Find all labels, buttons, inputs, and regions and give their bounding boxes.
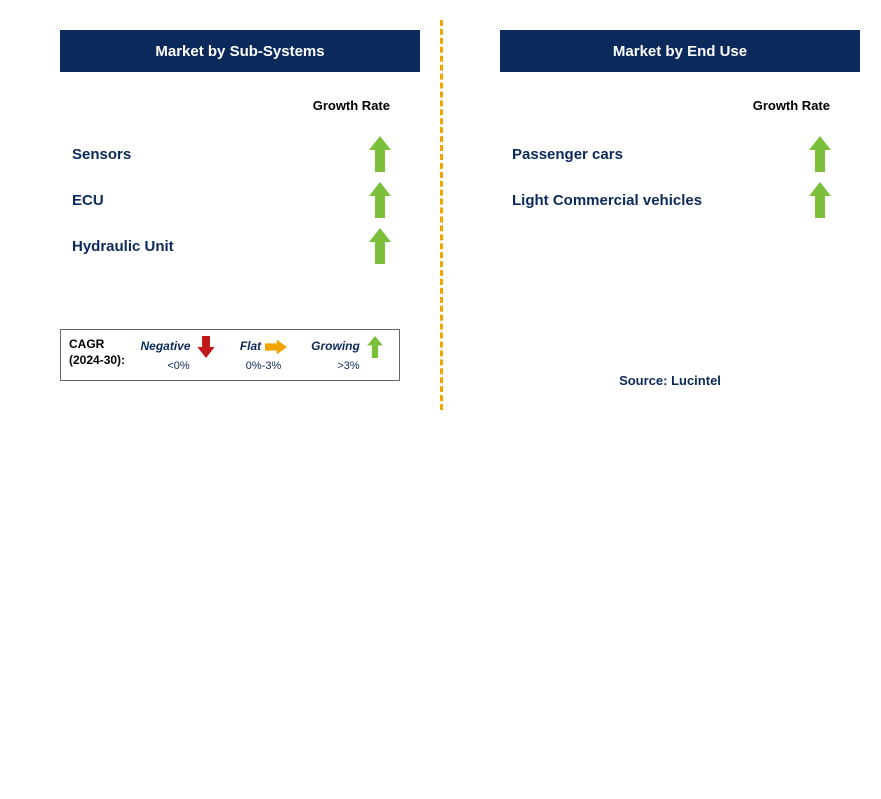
- up-arrow-icon: [809, 182, 831, 218]
- legend-title-line2: (2024-30):: [69, 353, 125, 367]
- legend-entries: Negative <0% Flat 0%-3% Growing >3%: [136, 336, 391, 372]
- growth-arrow: [340, 136, 420, 172]
- up-arrow-icon: [369, 228, 391, 264]
- up-arrow-icon: [809, 136, 831, 172]
- legend-name: Negative: [140, 339, 190, 353]
- legend-name: Growing: [311, 339, 360, 353]
- right-arrow-icon: [265, 336, 287, 358]
- up-arrow-icon: [369, 136, 391, 172]
- item-label: Sensors: [72, 146, 131, 163]
- item-label: ECU: [72, 192, 104, 209]
- legend-box: CAGR (2024-30): Negative <0% Flat 0%-3% Grow…: [60, 329, 400, 381]
- infographic-container: Market by Sub-Systems Growth Rate Sensor…: [0, 0, 881, 388]
- legend-title: CAGR (2024-30):: [69, 336, 136, 368]
- legend-title-line1: CAGR: [69, 337, 104, 351]
- item-row: Sensors: [72, 131, 420, 177]
- up-arrow-icon: [369, 182, 391, 218]
- growth-arrow: [340, 182, 420, 218]
- item-row: Light Commercial vehicles: [512, 177, 860, 223]
- legend-name: Flat: [240, 339, 261, 353]
- panel-left-header: Market by Sub-Systems: [60, 30, 420, 72]
- item-row: Passenger cars: [512, 131, 860, 177]
- legend-entry: Negative <0%: [136, 336, 221, 372]
- item-label: Light Commercial vehicles: [512, 192, 702, 209]
- growth-arrow: [780, 136, 860, 172]
- vertical-divider: [440, 20, 443, 410]
- legend-range: >3%: [337, 360, 359, 372]
- item-label: Passenger cars: [512, 146, 623, 163]
- left-items: Sensors ECU Hydraulic Unit: [60, 131, 420, 269]
- legend-entry: Growing >3%: [306, 336, 391, 372]
- growth-arrow: [340, 228, 420, 264]
- panel-sub-systems: Market by Sub-Systems Growth Rate Sensor…: [60, 30, 420, 388]
- item-row: ECU: [72, 177, 420, 223]
- panel-end-use: Market by End Use Growth Rate Passenger …: [500, 30, 860, 388]
- growth-rate-label-right: Growth Rate: [500, 98, 830, 113]
- legend-range: <0%: [167, 360, 189, 372]
- item-label: Hydraulic Unit: [72, 238, 174, 255]
- legend-range: 0%-3%: [246, 360, 281, 372]
- growth-rate-label-left: Growth Rate: [60, 98, 390, 113]
- down-arrow-icon: [195, 336, 217, 358]
- item-row: Hydraulic Unit: [72, 223, 420, 269]
- source-label: Source: Lucintel: [500, 373, 860, 388]
- up-arrow-icon: [364, 336, 386, 358]
- panel-right-header: Market by End Use: [500, 30, 860, 72]
- right-items: Passenger cars Light Commercial vehicles: [500, 131, 860, 223]
- growth-arrow: [780, 182, 860, 218]
- legend-entry: Flat 0%-3%: [221, 336, 306, 372]
